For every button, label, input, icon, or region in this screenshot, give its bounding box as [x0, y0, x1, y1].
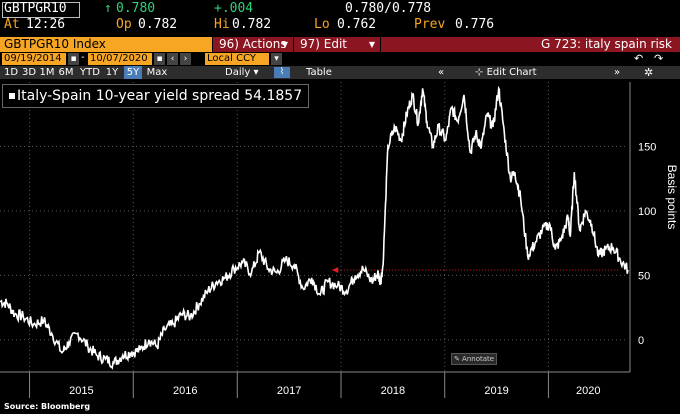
edit-chart-label: Edit Chart: [486, 67, 537, 78]
chevron-down-icon: ▼: [368, 40, 375, 49]
series-line: [0, 85, 629, 370]
command-bar: GBTPGR10 Index 96) Actions ▼ 97) Edit ▼ …: [0, 37, 680, 52]
prev-label: Prev: [414, 17, 446, 32]
high-price: 0.782: [232, 17, 272, 32]
currency-select[interactable]: Local CCY: [205, 53, 269, 65]
range-1d[interactable]: 1D: [3, 67, 19, 78]
legend-label: Italy-Spain 10-year yield spread 54.1857: [17, 88, 303, 104]
collapse-icon[interactable]: «: [438, 67, 445, 78]
low-price: 0.762: [337, 17, 377, 32]
at-label: At: [4, 17, 20, 32]
line-chart-icon[interactable]: ⌇: [274, 67, 290, 78]
redo-icon[interactable]: ↷: [654, 52, 664, 65]
actions-menu[interactable]: 96) Actions ▼: [213, 37, 293, 52]
end-date-field[interactable]: 10/07/2020: [88, 53, 152, 65]
legend: Italy-Spain 10-year yield spread 54.1857: [2, 84, 310, 108]
net-change: +.004: [214, 1, 254, 16]
x-tick-label: 2019: [484, 385, 508, 397]
source-note: Source: Bloomberg: [4, 402, 91, 411]
reference-arrow: [332, 266, 339, 273]
annotate-button[interactable]: ✎ Annotate: [451, 353, 497, 365]
security-field[interactable]: GBTPGR10 Index: [0, 37, 212, 52]
last-price: 0.780: [116, 1, 156, 16]
frequency-select[interactable]: Daily ▾: [225, 67, 259, 78]
annotate-label: Annotate: [462, 355, 495, 363]
range-6m[interactable]: 6M: [58, 67, 74, 78]
range-bar: 1D 3D 1M 6M YTD 1Y 5Y Max Daily ▾ ⌇ Table « ⊹ E…: [0, 66, 680, 79]
low-label: Lo: [314, 17, 330, 32]
range-max[interactable]: Max: [146, 67, 168, 78]
date-bar: 09/19/2014 ▪ - 10/07/2020 ▪ ‹ › Local CC…: [0, 52, 680, 65]
y-tick-label: 0: [638, 335, 644, 347]
chevron-left-icon[interactable]: ‹: [167, 53, 178, 65]
calendar-icon[interactable]: ▪: [68, 53, 79, 65]
page-title: G 723: italy spain risk: [381, 37, 680, 52]
table-button[interactable]: Table: [306, 67, 332, 78]
expand-icon[interactable]: »: [614, 67, 621, 78]
legend-swatch: [9, 93, 15, 99]
date-separator: -: [81, 52, 85, 63]
quote-row-1: GBTPGR10 ↑ 0.780 +.004 0.780/0.778: [0, 1, 680, 18]
undo-icon[interactable]: ↶: [634, 52, 644, 65]
y-tick-label: 150: [638, 141, 656, 153]
x-tick-label: 2020: [576, 385, 600, 397]
bid-ask: 0.780/0.778: [345, 1, 432, 16]
chevron-right-icon[interactable]: ›: [180, 53, 191, 65]
edit-label: 97) Edit: [300, 37, 348, 51]
range-1y[interactable]: 1Y: [105, 67, 119, 78]
x-tick-label: 2017: [277, 385, 301, 397]
x-tick-label: 2018: [381, 385, 405, 397]
y-axis-label: Basis points: [665, 165, 679, 230]
open-price: 0.782: [138, 17, 178, 32]
edit-chart-button[interactable]: ⊹ Edit Chart: [475, 67, 537, 78]
start-date-field[interactable]: 09/19/2014: [2, 53, 66, 65]
y-tick-label: 50: [638, 270, 650, 282]
actions-label: 96) Actions: [219, 37, 287, 51]
range-3d[interactable]: 3D: [21, 67, 37, 78]
y-tick-label: 100: [638, 206, 656, 218]
up-arrow-icon: ↑: [104, 1, 112, 16]
time: 12:26: [26, 17, 66, 32]
frequency-label: Daily: [225, 67, 251, 78]
open-label: Op: [116, 17, 132, 32]
gear-icon[interactable]: ✲: [644, 66, 654, 79]
prev-price: 0.776: [455, 17, 495, 32]
x-tick-label: 2015: [69, 385, 93, 397]
quote-row-2: At 12:26 Op 0.782 Hi 0.782 Lo 0.762 Prev…: [0, 17, 680, 33]
calendar-icon[interactable]: ▪: [154, 53, 165, 65]
range-1m[interactable]: 1M: [39, 67, 55, 78]
chevron-down-icon: ▼: [281, 40, 288, 49]
range-5y[interactable]: 5Y: [124, 66, 142, 79]
high-label: Hi: [214, 17, 230, 32]
ticker-box[interactable]: [2, 2, 80, 18]
ticker: GBTPGR10: [4, 1, 67, 16]
edit-menu[interactable]: 97) Edit ▼: [294, 37, 380, 52]
range-ytd[interactable]: YTD: [80, 67, 100, 78]
chevron-down-icon[interactable]: ▾: [271, 53, 282, 65]
x-tick-label: 2016: [173, 385, 197, 397]
